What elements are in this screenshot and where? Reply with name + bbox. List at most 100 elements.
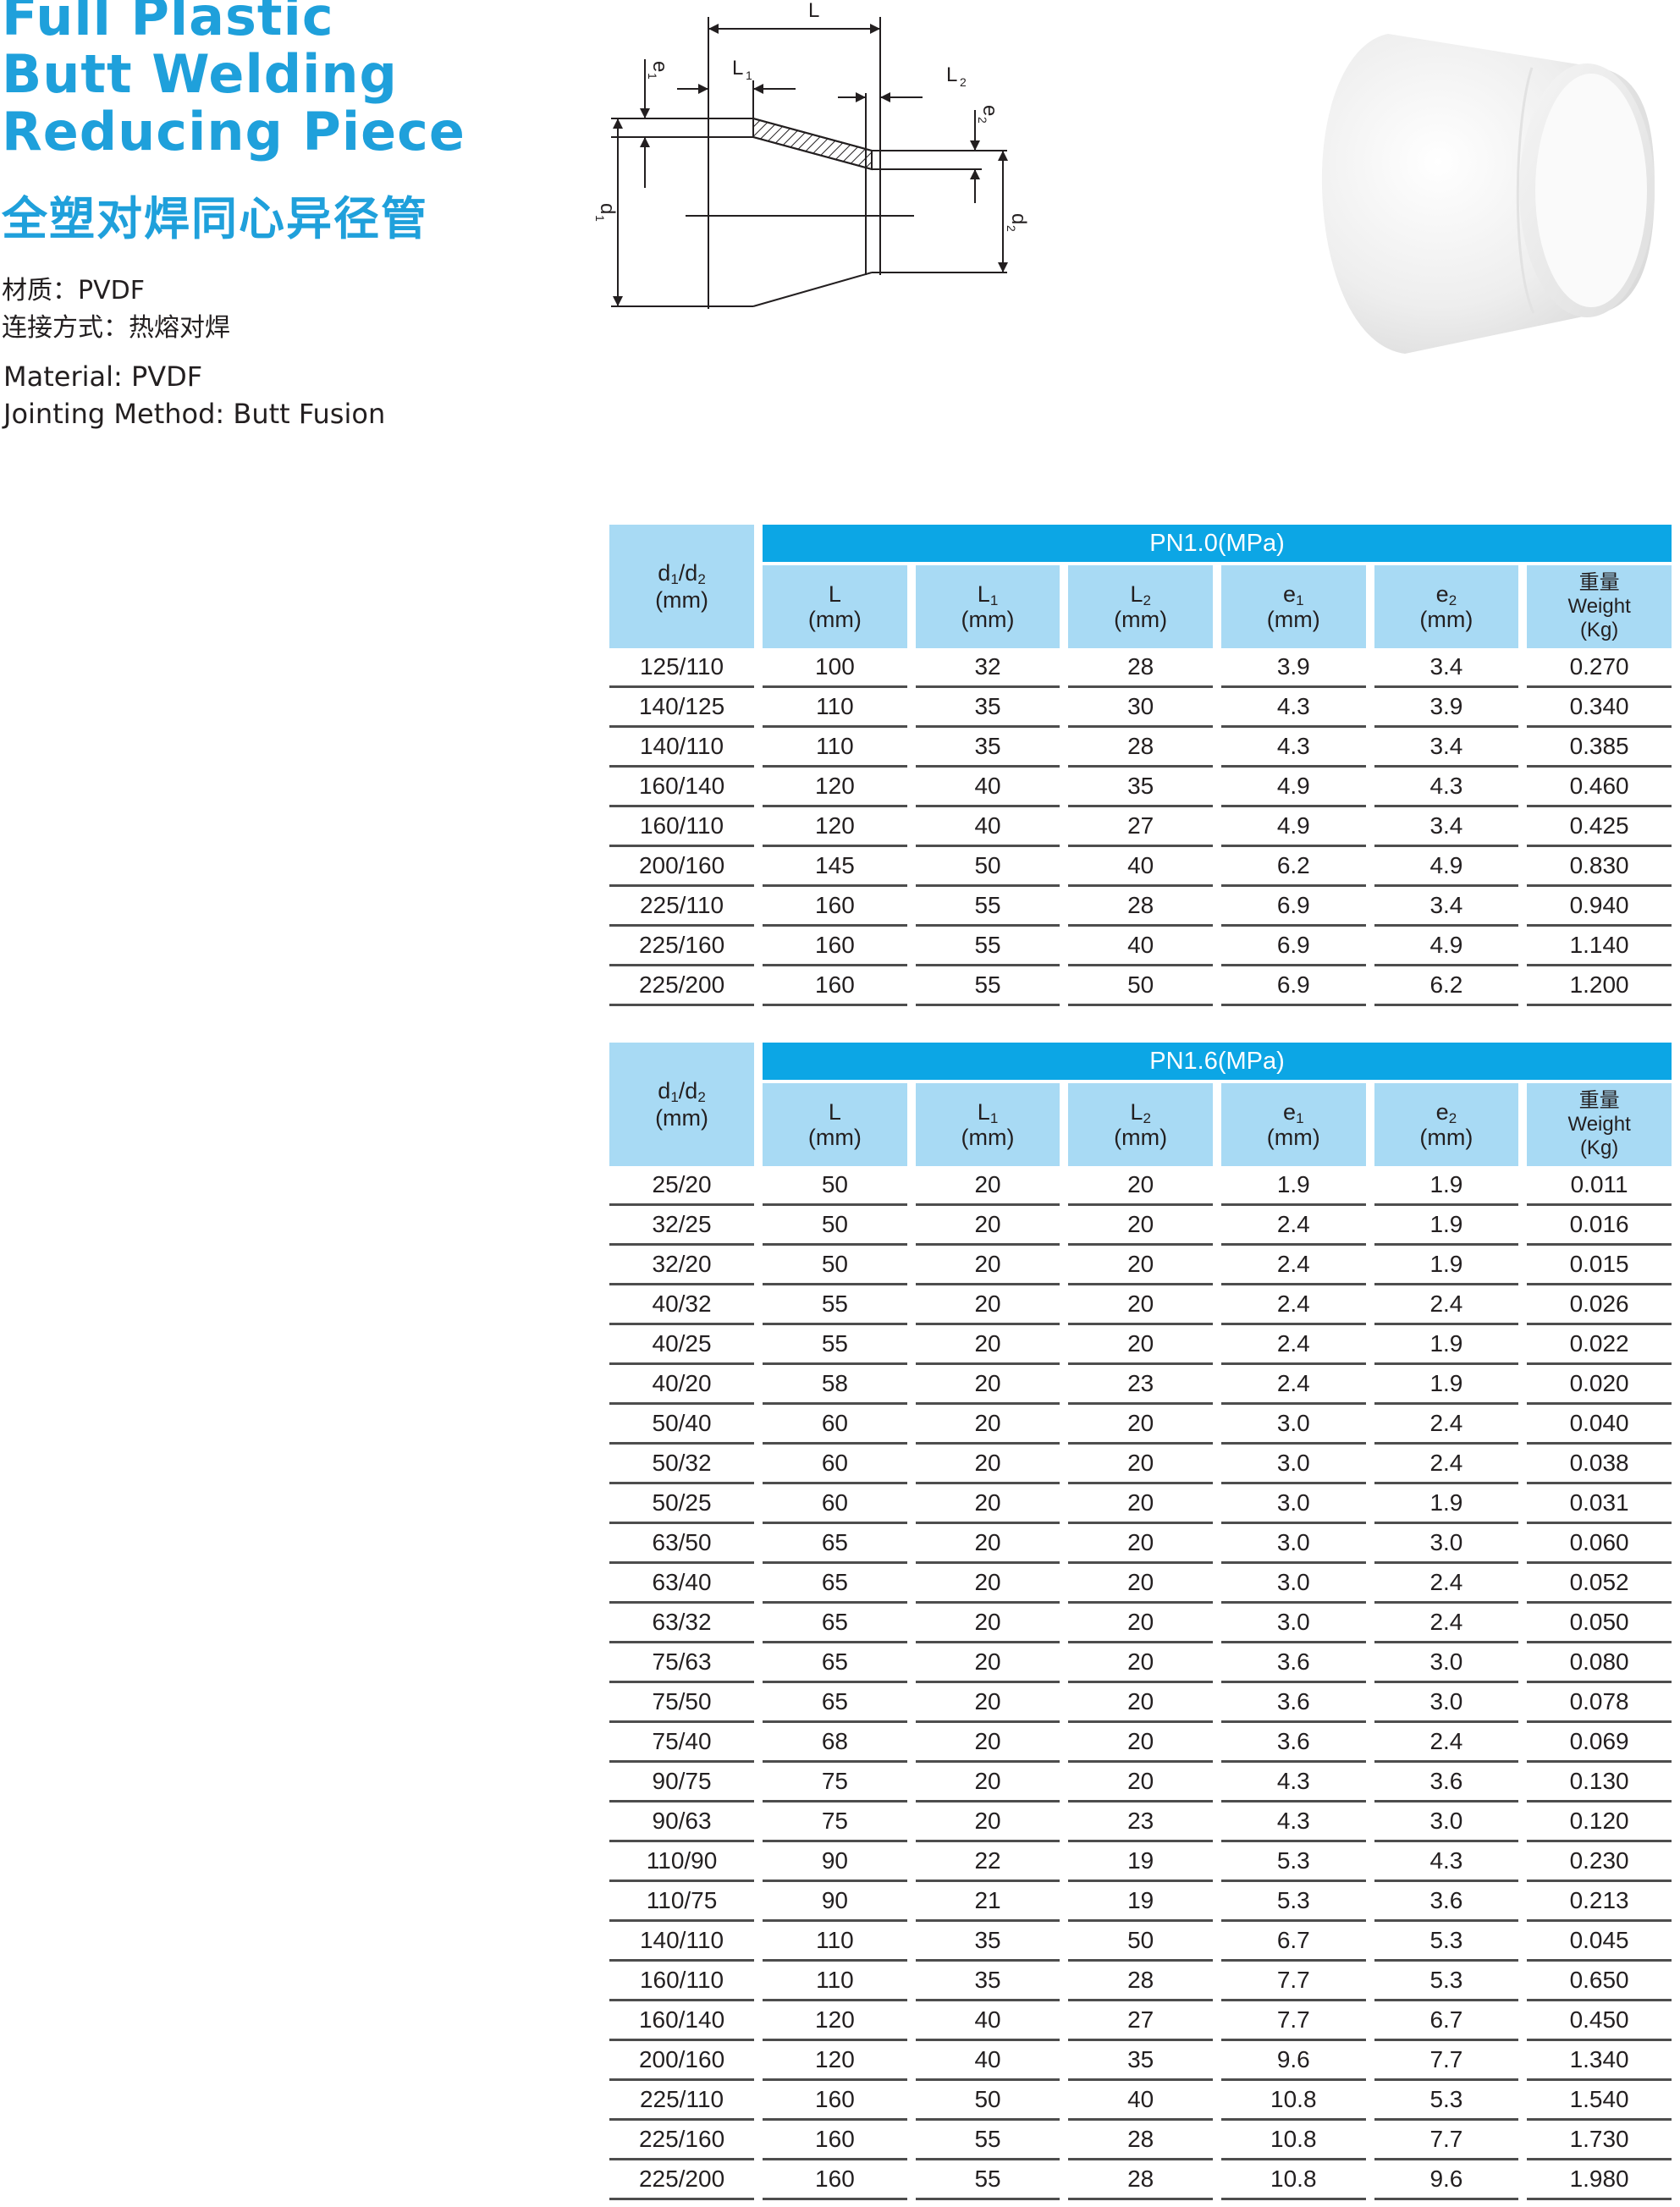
table-cell: 23 xyxy=(1068,1802,1213,1842)
table-cell: 110/90 xyxy=(609,1842,755,1882)
table-cell: 63/50 xyxy=(609,1524,755,1564)
table-cell: 20 xyxy=(1068,1166,1213,1206)
table-cell: 27 xyxy=(1068,2001,1213,2041)
table-cell: 19 xyxy=(1068,1882,1213,1922)
drawing-label-e2: e xyxy=(978,105,1001,116)
table-cell: 160/110 xyxy=(609,1962,755,2001)
table-row: 125/110 100 32 28 3.9 3.4 0.270 xyxy=(609,648,1672,688)
header-d1-d2: d1/d2 (mm) xyxy=(609,525,755,648)
table-cell: 5.3 xyxy=(1220,1882,1366,1922)
table-cell: 7.7 xyxy=(1220,2001,1366,2041)
table-cell: 20 xyxy=(1068,1524,1213,1564)
table-cell: 125/110 xyxy=(609,648,755,688)
table-cell: 200/160 xyxy=(609,847,755,887)
table-cell: 20 xyxy=(915,1643,1060,1683)
table-cell: 3.9 xyxy=(1374,688,1519,728)
table-cell: 3.4 xyxy=(1374,887,1519,927)
table-row: 110/90 90 22 19 5.3 4.3 0.230 xyxy=(609,1842,1672,1882)
table-cell: 0.213 xyxy=(1527,1882,1672,1922)
table-cell: 110 xyxy=(763,1922,907,1962)
table-cell: 20 xyxy=(1068,1643,1213,1683)
drawing-label-L1-sub: 1 xyxy=(746,69,752,82)
table-row: 40/25 55 20 20 2.4 1.9 0.022 xyxy=(609,1325,1672,1365)
table-cell: 160 xyxy=(763,966,907,1006)
table-cell: 0.078 xyxy=(1527,1683,1672,1723)
table-cell: 225/200 xyxy=(609,2160,755,2200)
table-cell: 65 xyxy=(763,1604,907,1643)
table-row: 32/20 50 20 20 2.4 1.9 0.015 xyxy=(609,1246,1672,1285)
table-cell: 20 xyxy=(1068,1604,1213,1643)
table-row: 75/50 65 20 20 3.6 3.0 0.078 xyxy=(609,1683,1672,1723)
product-photo xyxy=(1321,34,1655,354)
table-cell: 0.425 xyxy=(1527,807,1672,847)
table-cell: 6.2 xyxy=(1374,966,1519,1006)
table-cell: 19 xyxy=(1068,1842,1213,1882)
pn-header: PN1.6(MPa) xyxy=(763,1043,1672,1080)
table-cell: 20 xyxy=(915,1166,1060,1206)
table-cell: 1.730 xyxy=(1527,2121,1672,2160)
table-cell: 225/110 xyxy=(609,2081,755,2121)
table-cell: 40 xyxy=(915,2001,1060,2041)
jointing-cn: 连接方式：热熔对焊 xyxy=(2,313,230,343)
table-row: 75/40 68 20 20 3.6 2.4 0.069 xyxy=(609,1723,1672,1763)
table-cell: 3.6 xyxy=(1374,1882,1519,1922)
table-cell: 40/25 xyxy=(609,1325,755,1365)
table-cell: 90/75 xyxy=(609,1763,755,1802)
table-cell: 75/40 xyxy=(609,1723,755,1763)
table-cell: 20 xyxy=(1068,1484,1213,1524)
table-cell: 3.6 xyxy=(1220,1683,1366,1723)
table-cell: 110 xyxy=(763,728,907,768)
table-cell: 40 xyxy=(1068,2081,1213,2121)
table-cell: 0.340 xyxy=(1527,688,1672,728)
header-L2: L2 (mm) xyxy=(1068,562,1213,648)
table-cell: 20 xyxy=(915,1285,1060,1325)
drawing-label-d1-sub: 1 xyxy=(593,215,607,222)
material-en: Material: PVDF xyxy=(3,360,203,393)
table-cell: 7.7 xyxy=(1220,1962,1366,2001)
table-cell: 50 xyxy=(763,1246,907,1285)
table-cell: 20 xyxy=(915,1763,1060,1802)
table-cell: 50 xyxy=(763,1166,907,1206)
table-cell: 9.6 xyxy=(1374,2160,1519,2200)
table-cell: 120 xyxy=(763,807,907,847)
page-title-cn: 全塑对焊同心异径管 xyxy=(2,192,428,245)
table-cell: 58 xyxy=(763,1365,907,1405)
table-cell: 20 xyxy=(1068,1206,1213,1246)
table-cell: 140/110 xyxy=(609,728,755,768)
table-cell: 50/32 xyxy=(609,1445,755,1484)
table-cell: 40 xyxy=(1068,847,1213,887)
table-cell: 28 xyxy=(1068,887,1213,927)
table-cell: 0.270 xyxy=(1527,648,1672,688)
table-cell: 1.9 xyxy=(1374,1365,1519,1405)
table-cell: 0.080 xyxy=(1527,1643,1672,1683)
table-cell: 50 xyxy=(1068,1922,1213,1962)
table-cell: 120 xyxy=(763,768,907,807)
table-cell: 225/160 xyxy=(609,927,755,966)
table-cell: 225/110 xyxy=(609,887,755,927)
table-cell: 5.3 xyxy=(1374,1962,1519,2001)
table-cell: 4.9 xyxy=(1374,847,1519,887)
table-cell: 1.9 xyxy=(1374,1166,1519,1206)
table-cell: 50 xyxy=(915,847,1060,887)
table-cell: 20 xyxy=(915,1604,1060,1643)
table-cell: 6.9 xyxy=(1220,927,1366,966)
table-cell: 20 xyxy=(915,1802,1060,1842)
table-cell: 35 xyxy=(915,1962,1060,2001)
table-row: 90/63 75 20 23 4.3 3.0 0.120 xyxy=(609,1802,1672,1842)
table-cell: 110/75 xyxy=(609,1882,755,1922)
table-row: 50/32 60 20 20 3.0 2.4 0.038 xyxy=(609,1445,1672,1484)
table-cell: 0.011 xyxy=(1527,1166,1672,1206)
table-cell: 4.3 xyxy=(1220,1763,1366,1802)
table-cell: 160 xyxy=(763,2121,907,2160)
table-cell: 75 xyxy=(763,1763,907,1802)
table-cell: 65 xyxy=(763,1524,907,1564)
table-cell: 35 xyxy=(1068,768,1213,807)
table-cell: 120 xyxy=(763,2001,907,2041)
table-cell: 25/20 xyxy=(609,1166,755,1206)
table-cell: 3.0 xyxy=(1374,1643,1519,1683)
table-cell: 20 xyxy=(915,1564,1060,1604)
table-row: 160/110 110 35 28 7.7 5.3 0.650 xyxy=(609,1962,1672,2001)
table-cell: 60 xyxy=(763,1445,907,1484)
table-cell: 3.0 xyxy=(1220,1524,1366,1564)
drawing-label-L1: L xyxy=(732,57,743,80)
